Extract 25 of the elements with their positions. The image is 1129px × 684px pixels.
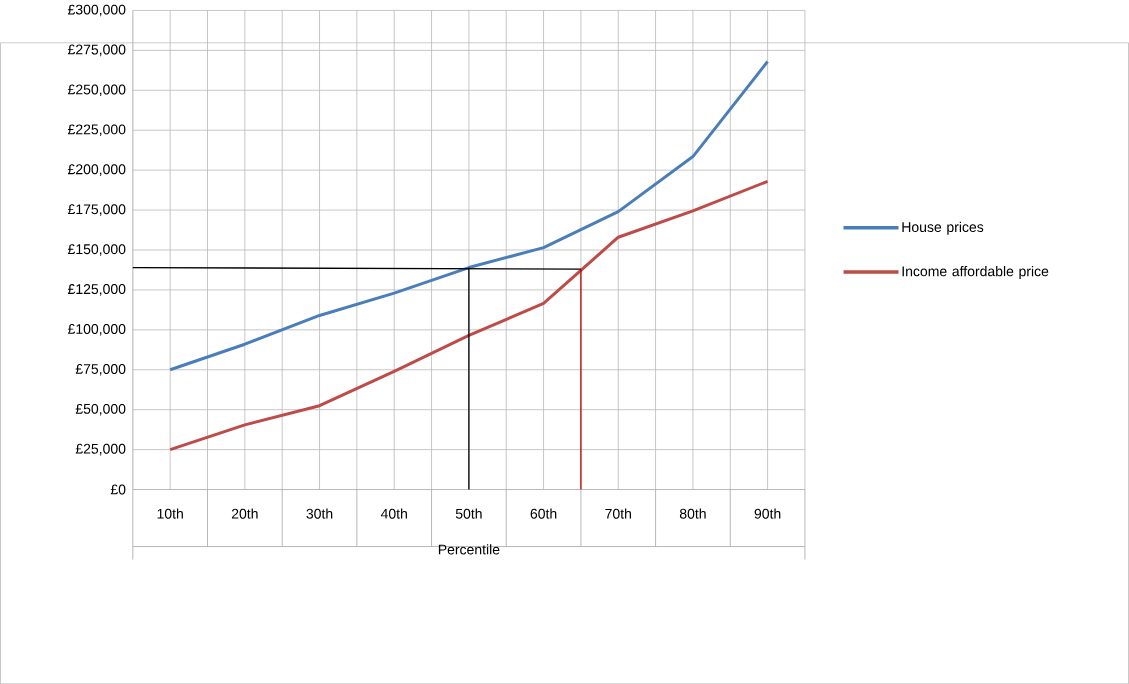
y-tick-label: £275,000 (67, 44, 126, 57)
y-tick-label: £50,000 (75, 403, 126, 416)
x-tick-label: 80th (679, 508, 706, 519)
x-tick-label: 20th (231, 508, 258, 519)
x-tick-label: 30th (306, 508, 333, 519)
x-tick-label: 40th (380, 508, 407, 519)
x-tick-label: 50th (455, 508, 482, 519)
y-tick-label: £175,000 (67, 204, 126, 216)
x-tick-label: 60th (530, 508, 557, 519)
x-tick-label: 90th (754, 508, 781, 519)
y-tick-label: £300,000 (67, 4, 126, 17)
y-tick-label: £225,000 (67, 124, 126, 136)
y-tick-label: £125,000 (67, 283, 126, 296)
x-tick-label: 10th (157, 508, 183, 519)
y-tick-label: £75,000 (75, 363, 126, 376)
y-tick-label: £150,000 (67, 244, 126, 256)
y-tick-label: £100,000 (67, 323, 126, 336)
x-axis-title: Percentile (438, 544, 500, 555)
legend-label: Income affordable price (902, 265, 1049, 279)
legend-label: House prices (902, 221, 984, 235)
y-tick-label: £0 (110, 484, 126, 495)
x-tick-label: 70th (605, 508, 631, 519)
y-tick-label: £25,000 (75, 443, 126, 456)
y-tick-label: £200,000 (67, 164, 126, 176)
y-tick-label: £250,000 (67, 84, 126, 96)
